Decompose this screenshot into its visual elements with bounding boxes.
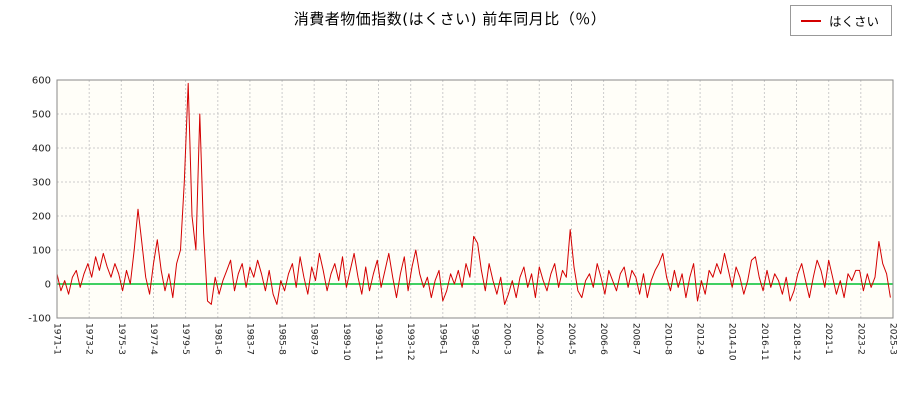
legend-line-swatch [800,19,821,22]
svg-text:2002-4: 2002-4 [534,323,544,355]
svg-text:1987-9: 1987-9 [309,323,319,355]
svg-text:2025-3: 2025-3 [888,323,898,355]
svg-text:1991-11: 1991-11 [373,323,383,361]
svg-text:1977-4: 1977-4 [148,323,158,355]
plot-border [56,79,894,319]
svg-text:2012-9: 2012-9 [695,323,705,355]
svg-text:1998-2: 1998-2 [470,323,480,355]
svg-text:1983-7: 1983-7 [244,323,254,355]
svg-text:600: 600 [32,76,51,87]
svg-text:1979-5: 1979-5 [180,323,190,355]
svg-text:400: 400 [32,144,51,155]
svg-text:2021-1: 2021-1 [823,323,833,355]
svg-text:2004-5: 2004-5 [566,323,576,355]
svg-text:200: 200 [32,212,51,223]
legend-label: はくさい [828,14,879,29]
svg-text:300: 300 [32,178,51,189]
svg-text:2023-2: 2023-2 [855,323,865,355]
svg-text:2008-7: 2008-7 [630,323,640,355]
svg-text:2010-8: 2010-8 [662,323,672,355]
svg-text:500: 500 [32,110,51,121]
svg-text:1975-3: 1975-3 [116,323,126,355]
legend: はくさい [789,5,892,36]
svg-text:1973-2: 1973-2 [84,323,94,355]
svg-text:-100: -100 [28,314,51,325]
plot-area [57,80,893,318]
svg-text:2000-3: 2000-3 [502,323,512,355]
svg-text:100: 100 [32,246,51,257]
svg-text:0: 0 [45,280,51,291]
svg-text:1996-1: 1996-1 [437,323,447,355]
svg-text:1981-6: 1981-6 [212,323,222,355]
svg-text:1993-12: 1993-12 [405,323,415,361]
svg-text:2006-6: 2006-6 [598,323,608,355]
chart-title: 消費者物価指数(はくさい) 前年同月比（％） [293,10,607,28]
svg-text:2018-12: 2018-12 [791,323,801,361]
svg-text:1985-8: 1985-8 [277,323,287,355]
series-line-hakusai [56,82,891,305]
x-axis-labels: 1971-1 1973-2 1975-3 1977-4 1979-5 1981-6 1983… [52,323,898,361]
y-axis-labels: 600 500 400 300 200 100 0 -100 [28,76,51,325]
svg-text:1989-10: 1989-10 [341,323,351,361]
svg-text:2016-11: 2016-11 [759,323,769,361]
svg-text:2014-10: 2014-10 [727,323,737,361]
svg-text:1971-1: 1971-1 [52,323,62,355]
